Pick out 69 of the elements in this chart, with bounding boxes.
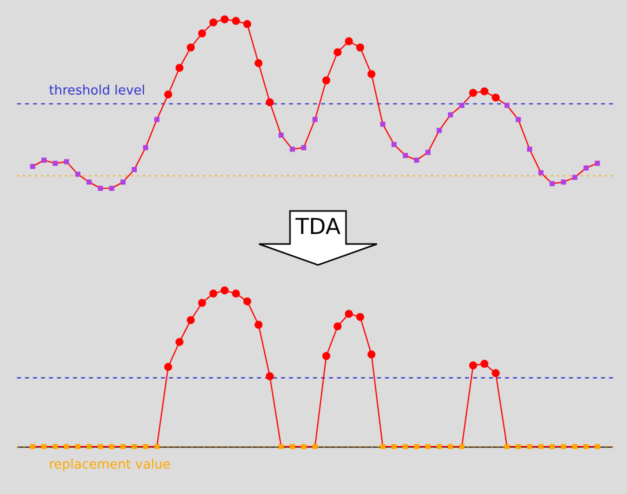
- point: [504, 444, 510, 450]
- point: [120, 180, 126, 185]
- point: [290, 444, 295, 450]
- point: [86, 180, 92, 185]
- point: [414, 444, 420, 450]
- ref-line-label: threshold level: [49, 84, 146, 99]
- point: [143, 444, 148, 450]
- point: [584, 444, 589, 450]
- point: [132, 167, 137, 172]
- point: [402, 444, 408, 450]
- point: [301, 145, 306, 150]
- point: [312, 444, 318, 450]
- point: [132, 444, 137, 450]
- point: [414, 158, 420, 163]
- point: [516, 116, 521, 122]
- point: [98, 186, 103, 191]
- point: [290, 146, 295, 152]
- point: [64, 159, 70, 164]
- point: [584, 165, 589, 171]
- text: TDA: [294, 215, 342, 240]
- point: [312, 116, 318, 122]
- ref-line-label: replacement value: [49, 457, 171, 472]
- point: [41, 444, 46, 450]
- point: [30, 164, 36, 169]
- point: [30, 444, 36, 450]
- point: [278, 132, 284, 138]
- point: [154, 116, 160, 122]
- point: [448, 112, 454, 118]
- point: [75, 444, 80, 450]
- point: [516, 444, 521, 450]
- point: [436, 444, 442, 450]
- point: [41, 158, 46, 163]
- point: [402, 152, 408, 158]
- point: [550, 181, 555, 186]
- point: [527, 444, 532, 450]
- point: [594, 160, 600, 166]
- point: [459, 444, 464, 450]
- point: [459, 102, 464, 108]
- point: [86, 444, 92, 450]
- point: [560, 444, 566, 450]
- point: [109, 444, 114, 450]
- point: [425, 150, 430, 155]
- point: [527, 146, 532, 152]
- point: [120, 444, 126, 450]
- point: [143, 145, 148, 150]
- point: [109, 186, 114, 191]
- point: [154, 444, 160, 450]
- point: [538, 170, 544, 176]
- point: [98, 444, 103, 450]
- point: [594, 444, 600, 450]
- point: [52, 444, 58, 450]
- point: [538, 444, 544, 450]
- point: [392, 142, 397, 148]
- point: [550, 444, 555, 450]
- point: [560, 180, 566, 185]
- point: [572, 444, 578, 450]
- point: [448, 444, 454, 450]
- point: [572, 174, 578, 180]
- point: [301, 444, 306, 450]
- point: [436, 128, 442, 133]
- point: [75, 172, 80, 177]
- point: [392, 444, 397, 450]
- point: [425, 444, 430, 450]
- point: [278, 444, 284, 450]
- point: [380, 444, 386, 450]
- point: [380, 122, 386, 127]
- point: [52, 160, 58, 166]
- point: [504, 102, 510, 108]
- point: [64, 444, 70, 450]
